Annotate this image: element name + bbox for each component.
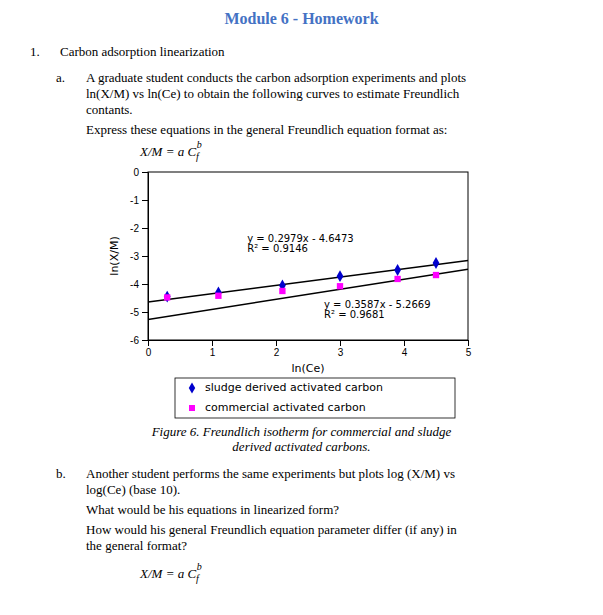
annotation: R² = 0.9681 xyxy=(324,309,385,320)
formula-subscript: f xyxy=(196,151,200,162)
tick-mark xyxy=(276,340,277,346)
tick-label: -6 xyxy=(130,335,139,346)
fit-line xyxy=(148,269,468,319)
tick-label: -3 xyxy=(130,251,139,262)
page-title: Module 6 - Homework xyxy=(224,10,378,27)
figure-caption: derived activated carbons. xyxy=(232,439,370,454)
item-text: Carbon adsorption linearization xyxy=(60,44,225,59)
legend: sludge derived activated carbon commercia… xyxy=(175,378,455,418)
tick-mark xyxy=(340,340,341,346)
item-label: b. xyxy=(56,466,66,481)
legend-box xyxy=(175,378,455,418)
y-axis-title: ln(X/M) xyxy=(108,236,121,275)
tick-label: -5 xyxy=(130,307,139,318)
tick: -5 xyxy=(130,307,148,318)
item-text: contants. xyxy=(86,102,133,117)
point xyxy=(164,294,170,300)
tick-mark xyxy=(142,340,148,341)
legend-marker xyxy=(189,382,195,393)
tick: 1 xyxy=(210,340,216,358)
item-text: Another student performs the same experi… xyxy=(86,466,455,481)
item-text: What would be his equations in linearize… xyxy=(86,502,339,517)
tick: -6 xyxy=(130,335,148,346)
tick: 0 xyxy=(133,167,148,178)
legend-label: commercial activated carbon xyxy=(205,401,366,414)
point xyxy=(433,257,440,269)
y-axis: 0 -1 -2 -3 -4 -5 -6 xyxy=(130,167,148,346)
tick: 0 xyxy=(146,340,152,358)
annotation: R² = 0.9146 xyxy=(247,243,308,254)
tick: 2 xyxy=(274,340,280,358)
tick-label: 4 xyxy=(402,347,408,358)
tick-label: 3 xyxy=(338,347,344,358)
tick-mark xyxy=(142,256,148,257)
tick-mark xyxy=(142,228,148,229)
formula-superscript: b xyxy=(197,561,202,572)
tick-mark xyxy=(404,340,405,346)
item-text: ln(X/M) vs ln(Ce) to obtain the followin… xyxy=(86,86,460,101)
item-text: the general format? xyxy=(86,538,187,553)
formula-main: X/M = a C xyxy=(139,566,196,581)
formula: X/M = a Cfb xyxy=(139,561,202,584)
figure-caption: Figure 6. Freundlich isotherm for commer… xyxy=(151,424,452,439)
tick: -4 xyxy=(130,279,148,290)
point xyxy=(337,283,343,289)
legend-label: sludge derived activated carbon xyxy=(205,381,383,394)
x-axis: 0 1 2 3 4 5 xyxy=(146,340,472,358)
legend-marker xyxy=(189,405,195,411)
tick-mark xyxy=(468,340,469,346)
tick: -1 xyxy=(130,195,148,206)
tick-label: 5 xyxy=(466,347,472,358)
item-label: a. xyxy=(56,70,65,85)
tick-label: -2 xyxy=(130,223,139,234)
tick-mark xyxy=(212,340,213,346)
tick-label: 0 xyxy=(133,167,139,178)
chart: 0123450-1-2-3-4-5-6ln(Ce)ln(X/M)y = 0.29… xyxy=(108,167,472,418)
tick-label: 1 xyxy=(210,347,216,358)
axis-line xyxy=(149,341,469,347)
tick: -3 xyxy=(130,251,148,262)
formula-subscript: f xyxy=(196,573,200,584)
tick-label: -4 xyxy=(130,279,139,290)
point xyxy=(394,276,400,282)
tick-label: -1 xyxy=(130,195,139,206)
point xyxy=(433,272,439,278)
point xyxy=(394,264,401,276)
item-label: 1. xyxy=(30,44,40,59)
tick-mark xyxy=(142,284,148,285)
tick-mark xyxy=(142,200,148,201)
point xyxy=(337,270,344,282)
tick: 4 xyxy=(402,340,408,358)
plot-marks xyxy=(148,257,468,319)
item-text: A graduate student conducts the carbon a… xyxy=(86,70,466,85)
page: Module 6 - Homework 1. Carbon adsorption l… xyxy=(0,0,603,615)
item-text: Express these equations in the general F… xyxy=(86,122,447,137)
tick-mark xyxy=(142,172,148,173)
formula-main: X/M = a C xyxy=(139,144,196,159)
item-text: log(Ce) (base 10). xyxy=(86,482,180,497)
fit-line xyxy=(148,260,468,302)
tick-label: 0 xyxy=(146,347,152,358)
tick: 5 xyxy=(466,340,472,358)
tick: 3 xyxy=(338,340,344,358)
item-text: How would his general Freundlich equatio… xyxy=(86,522,457,537)
tick-mark xyxy=(142,312,148,313)
formula-superscript: b xyxy=(197,139,202,150)
point xyxy=(279,288,285,294)
tick-label: 2 xyxy=(274,347,280,358)
point xyxy=(164,291,171,303)
point xyxy=(215,293,221,299)
point xyxy=(215,287,222,299)
formula: X/M = a Cfb xyxy=(139,139,202,162)
tick: -2 xyxy=(130,223,148,234)
plot-frame xyxy=(148,172,468,340)
x-axis-title: ln(Ce) xyxy=(291,362,324,375)
